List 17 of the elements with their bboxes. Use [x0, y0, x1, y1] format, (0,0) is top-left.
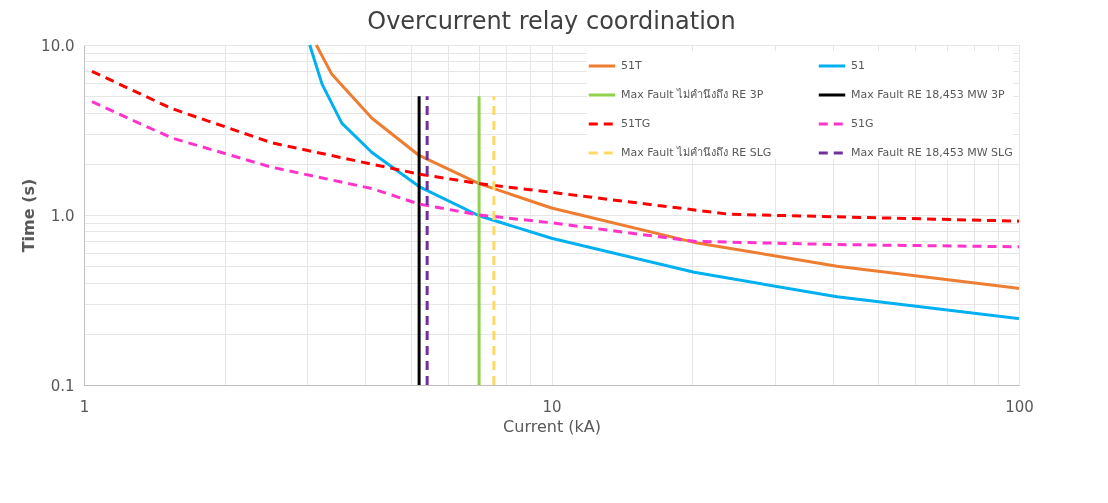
x-tick-label: 1 [79, 397, 90, 416]
legend-label: 51G [851, 117, 874, 130]
legend-label: Max Fault RE 18,453 MW SLG [851, 146, 1013, 159]
legend-label: Max Fault ไม่คำนึงถึง RE SLG [621, 146, 772, 159]
legend-label: Max Fault RE 18,453 MW 3P [851, 88, 1006, 101]
y-axis-title: Time (s) [19, 178, 39, 253]
legend-label: 51TG [621, 117, 651, 130]
legend-label: 51T [621, 59, 642, 72]
y-tick-label: 1.0 [50, 206, 75, 225]
legend-label: Max Fault ไม่คำนึงถึง RE 3P [621, 88, 764, 101]
legend-label: 51 [851, 59, 865, 72]
x-tick-label: 100 [1005, 397, 1034, 416]
y-tick-label: 10.0 [41, 36, 75, 55]
chart-title: Overcurrent relay coordination [367, 7, 736, 35]
x-tick-label: 10 [542, 397, 562, 416]
x-axis-title: Current (kA) [503, 416, 601, 436]
y-tick-label: 0.1 [50, 376, 75, 395]
